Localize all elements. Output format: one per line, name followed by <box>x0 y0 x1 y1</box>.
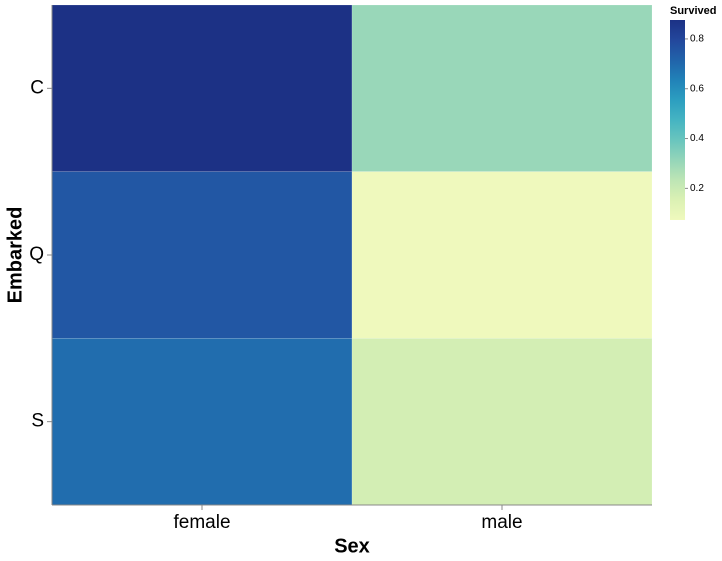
x-tick-label: male <box>481 512 522 533</box>
y-tick-label: C <box>30 77 44 98</box>
colorbar-tick-label: 0.4 <box>690 133 704 144</box>
colorbar-tick-label: 0.8 <box>690 34 704 45</box>
colorbar-tick-label: 0.2 <box>690 183 704 194</box>
heatmap-cell <box>351 171 653 339</box>
y-axis-title: Embarked <box>4 207 26 304</box>
y-tick-label: Q <box>29 244 44 265</box>
x-axis-title: Sex <box>334 535 370 557</box>
x-tick-label: female <box>173 512 230 533</box>
colorbar <box>670 20 685 220</box>
heatmap-cell <box>351 338 653 506</box>
heatmap-cell <box>51 338 353 506</box>
heatmap-cell <box>51 4 353 172</box>
colorbar-tick-label: 0.6 <box>690 83 704 94</box>
heatmap-cell <box>351 4 653 172</box>
y-tick-label: S <box>31 411 44 432</box>
heatmap-cell <box>51 171 353 339</box>
colorbar-title: Survived <box>670 5 716 17</box>
